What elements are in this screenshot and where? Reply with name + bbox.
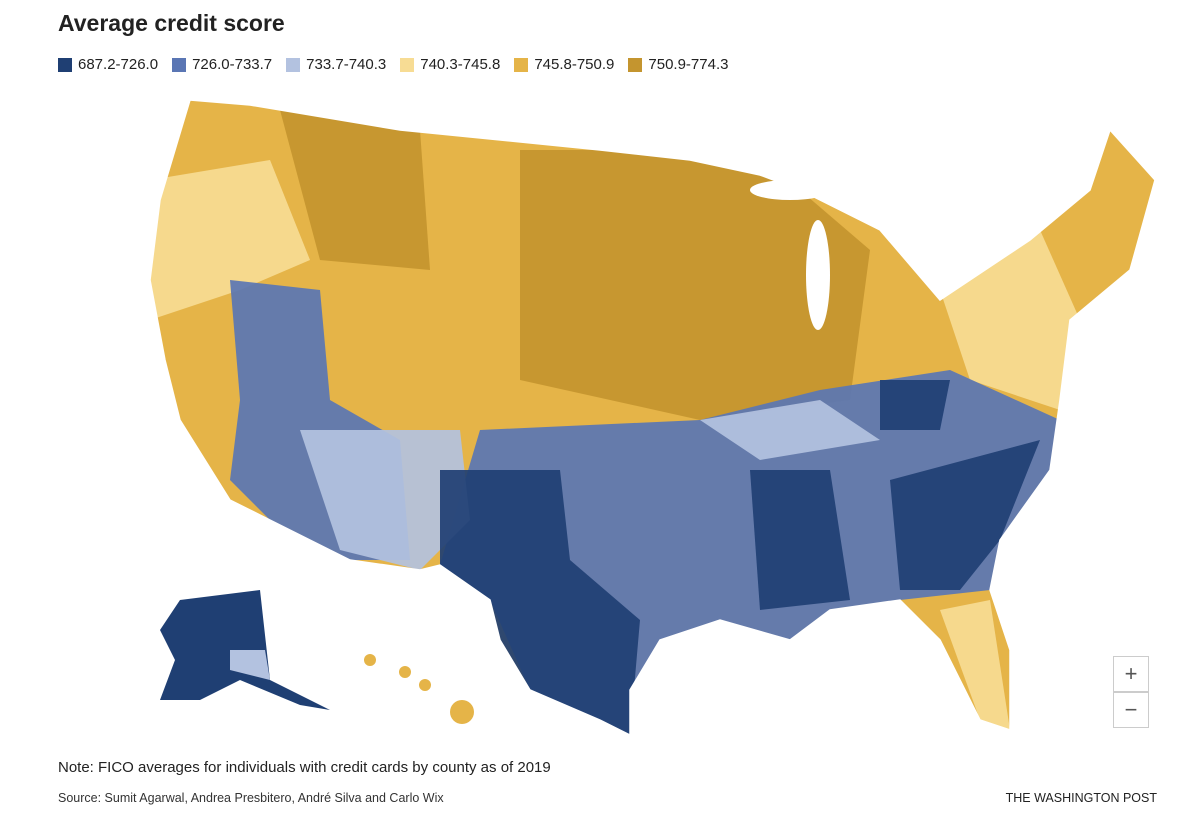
- legend-item: 687.2-726.0: [58, 56, 158, 73]
- zoom-out[interactable]: −: [1113, 692, 1149, 728]
- region: [280, 110, 430, 270]
- legend-item: 745.8-750.9: [514, 56, 614, 73]
- legend-swatch: [58, 57, 72, 72]
- legend-item: 740.3-745.8: [400, 56, 500, 73]
- alaska-light: [230, 650, 270, 680]
- hawaii: [450, 700, 474, 724]
- legend-swatch: [172, 57, 187, 72]
- region: [750, 470, 850, 610]
- region: [700, 400, 880, 460]
- legend-label: 726.0-733.7: [192, 56, 273, 73]
- title: Average credit score: [58, 10, 285, 36]
- legend-label: 745.8-750.9: [534, 56, 615, 73]
- hawaii: [419, 679, 431, 691]
- hawaii: [399, 666, 411, 678]
- region: [890, 440, 1040, 590]
- legend-label: 750.9-774.3: [648, 56, 729, 73]
- source: Source: Sumit Agarwal, Andrea Presbitero…: [58, 791, 444, 805]
- legend-swatch: [628, 57, 643, 72]
- region: [940, 600, 1010, 730]
- region: [880, 380, 950, 430]
- legend-swatch: [286, 57, 301, 72]
- us-outline: [149, 99, 1156, 737]
- legend-label: 733.7-740.3: [306, 56, 387, 73]
- region: [150, 160, 310, 320]
- hawaii: [364, 654, 376, 666]
- region: [520, 150, 870, 420]
- legend-item: 726.0-733.7: [172, 56, 272, 73]
- lake-superior: [750, 180, 830, 200]
- note: Note: FICO averages for individuals with…: [58, 759, 551, 776]
- legend-item: 750.9-774.3: [628, 56, 728, 73]
- legend-label: 740.3-745.8: [420, 56, 501, 73]
- zoom-in[interactable]: +: [1113, 656, 1149, 692]
- credit: THE WASHINGTON POST: [1005, 791, 1157, 805]
- region: [300, 430, 470, 570]
- legend: 687.2-726.0 726.0-733.7 733.7-740.3 740.3-7…: [58, 56, 728, 73]
- legend-swatch: [400, 57, 415, 72]
- regions: [150, 110, 1080, 735]
- lake-michigan: [806, 220, 830, 330]
- legend-item: 733.7-740.3: [286, 56, 386, 73]
- legend-label: 687.2-726.0: [78, 56, 159, 73]
- legend-swatch: [514, 57, 529, 72]
- region: [440, 470, 640, 735]
